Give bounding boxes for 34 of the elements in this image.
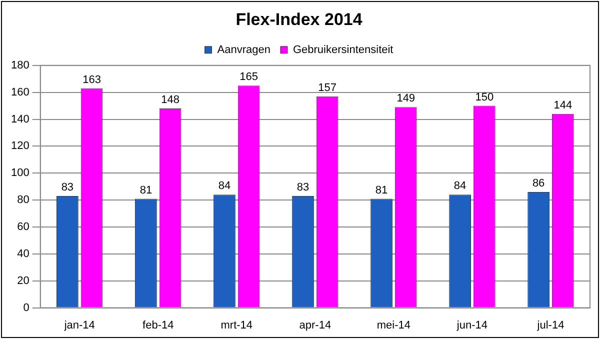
- x-tick-label: jun-14: [456, 319, 488, 332]
- data-label: 165: [240, 71, 258, 84]
- data-label: 81: [375, 184, 388, 196]
- y-tick-label: 20: [17, 274, 30, 287]
- data-label: 148: [161, 94, 180, 106]
- y-tick-label: 120: [10, 140, 30, 152]
- legend-label: Aanvragen: [217, 44, 270, 56]
- data-label: 83: [61, 182, 74, 194]
- legend-label: Gebruikersintensiteit: [292, 44, 394, 56]
- data-label: 144: [554, 99, 572, 112]
- y-tick-label: 160: [10, 86, 30, 98]
- y-tick-label: 180: [10, 59, 30, 72]
- chart-title: Flex-Index 2014: [236, 10, 363, 29]
- y-tick-label: 60: [17, 221, 30, 234]
- x-tick-label: jul-14: [536, 319, 564, 332]
- y-tick-label: 100: [10, 167, 30, 180]
- data-label: 81: [140, 184, 152, 196]
- data-label: 150: [475, 91, 494, 104]
- x-tick-label: mrt-14: [220, 319, 253, 332]
- y-tick-label: 0: [23, 302, 30, 314]
- data-label: 83: [296, 182, 310, 194]
- y-tick-label: 140: [10, 113, 30, 126]
- data-label: 149: [396, 92, 416, 105]
- x-tick-label: apr-14: [299, 319, 332, 332]
- y-tick-label: 80: [17, 194, 30, 206]
- x-tick-label: mei-14: [376, 319, 411, 332]
- data-label: 163: [82, 74, 101, 86]
- data-label: 84: [454, 180, 466, 192]
- x-tick-label: jan-14: [63, 319, 95, 332]
- data-label: 84: [218, 180, 231, 192]
- data-label: 157: [318, 82, 337, 94]
- data-label: 86: [532, 178, 545, 190]
- y-tick-label: 40: [17, 248, 30, 260]
- x-tick-label: feb-14: [142, 319, 174, 332]
